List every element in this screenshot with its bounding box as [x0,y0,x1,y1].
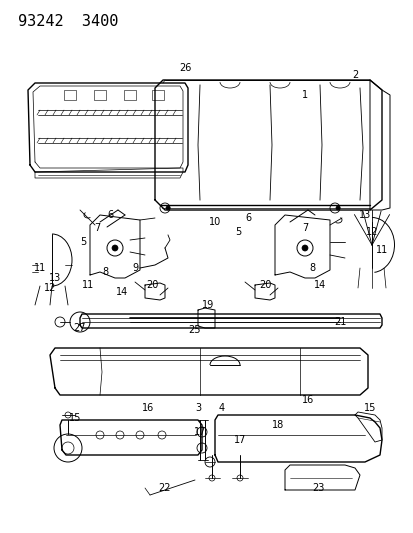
Text: 20: 20 [258,280,271,290]
Text: 11: 11 [82,280,94,290]
Text: 12: 12 [365,227,377,237]
Text: 17: 17 [233,435,246,445]
FancyBboxPatch shape [64,90,76,100]
Text: 2: 2 [351,70,357,80]
FancyBboxPatch shape [152,90,164,100]
Text: 93242  3400: 93242 3400 [18,14,118,29]
Text: 16: 16 [301,395,313,405]
Text: 6: 6 [107,210,113,220]
Text: 23: 23 [311,483,323,493]
Circle shape [301,245,307,251]
Text: 16: 16 [142,403,154,413]
Text: 22: 22 [158,483,171,493]
Text: 13: 13 [49,273,61,283]
Text: 14: 14 [313,280,325,290]
Text: 21: 21 [333,317,345,327]
Text: 10: 10 [209,217,221,227]
Text: 11: 11 [34,263,46,273]
Text: 15: 15 [363,403,375,413]
Text: 4: 4 [218,403,225,413]
Text: 8: 8 [308,263,314,273]
Text: 12: 12 [44,283,56,293]
Text: 5: 5 [234,227,240,237]
Text: 14: 14 [116,287,128,297]
Text: 7: 7 [94,223,100,233]
FancyBboxPatch shape [124,90,136,100]
Text: 13: 13 [358,210,370,220]
Text: 15: 15 [69,413,81,423]
Text: 9: 9 [132,263,138,273]
Text: 8: 8 [102,267,108,277]
Circle shape [112,245,118,251]
Text: 5: 5 [80,237,86,247]
Text: 3: 3 [195,403,201,413]
Text: 20: 20 [145,280,158,290]
Text: 27: 27 [74,323,86,333]
Text: 18: 18 [271,420,283,430]
Text: 1: 1 [301,90,307,100]
Text: 19: 19 [202,300,214,310]
Text: 7: 7 [301,223,307,233]
Text: 25: 25 [188,325,201,335]
Circle shape [335,206,339,210]
FancyBboxPatch shape [94,90,106,100]
Text: 11: 11 [375,245,387,255]
Text: 26: 26 [178,63,191,73]
Text: 6: 6 [244,213,250,223]
Text: 17: 17 [193,427,206,437]
Circle shape [166,206,170,210]
